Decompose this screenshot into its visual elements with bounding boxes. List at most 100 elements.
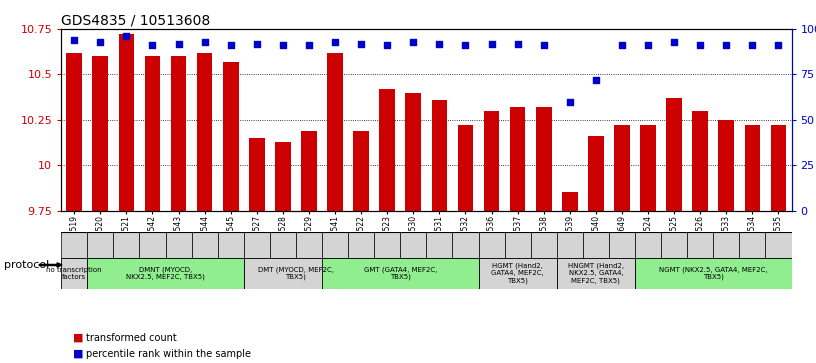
Bar (641, 125, 656, 211)
Bar (375, 232, 401, 258)
Bar (244, 232, 270, 258)
Text: ■: ■ (73, 333, 84, 343)
Point (589, 77, 602, 83)
Bar (770, 125, 787, 211)
Bar (61, 232, 87, 258)
Bar (223, 62, 238, 211)
Point (407, 39, 420, 45)
Bar (140, 232, 166, 258)
Text: HGMT (Hand2,
GATA4, MEF2C,
TBX5): HGMT (Hand2, GATA4, MEF2C, TBX5) (491, 262, 544, 284)
Point (329, 39, 342, 45)
Bar (530, 232, 557, 258)
Bar (693, 111, 708, 211)
Point (772, 42, 785, 48)
Bar (406, 93, 421, 211)
Bar (557, 258, 635, 289)
Bar (87, 258, 244, 289)
Text: GMT (GATA4, MEF2C,
TBX5): GMT (GATA4, MEF2C, TBX5) (364, 266, 437, 280)
Point (303, 42, 316, 48)
Bar (87, 232, 113, 258)
Bar (739, 232, 765, 258)
Point (355, 41, 368, 46)
Bar (478, 258, 557, 289)
Bar (66, 53, 82, 211)
Point (251, 41, 264, 46)
Text: no transcription
factors: no transcription factors (47, 266, 102, 280)
Bar (667, 98, 682, 211)
Bar (275, 142, 290, 211)
Bar (192, 232, 218, 258)
Point (381, 42, 394, 48)
Bar (478, 232, 504, 258)
Point (537, 42, 550, 48)
Text: transformed count: transformed count (86, 333, 176, 343)
Bar (144, 56, 160, 211)
Bar (661, 232, 687, 258)
Bar (536, 107, 552, 211)
Bar (379, 89, 395, 211)
Bar (687, 232, 713, 258)
Bar (765, 232, 792, 258)
Bar (322, 232, 348, 258)
Point (172, 41, 185, 46)
Bar (635, 258, 792, 289)
Text: DMT (MYOCD, MEF2C,
TBX5): DMT (MYOCD, MEF2C, TBX5) (258, 266, 334, 280)
Point (720, 42, 733, 48)
Point (641, 42, 654, 48)
Point (198, 39, 211, 45)
Bar (301, 131, 317, 211)
Bar (744, 125, 761, 211)
Bar (327, 53, 343, 211)
Bar (452, 232, 478, 258)
Text: NGMT (NKX2.5, GATA4, MEF2C,
TBX5): NGMT (NKX2.5, GATA4, MEF2C, TBX5) (659, 266, 768, 280)
Point (667, 39, 681, 45)
Bar (562, 192, 578, 211)
Bar (244, 258, 348, 289)
Text: percentile rank within the sample: percentile rank within the sample (86, 349, 251, 359)
Bar (92, 56, 109, 211)
Bar (557, 232, 583, 258)
Bar (118, 34, 134, 211)
Bar (249, 138, 264, 211)
Bar (614, 125, 630, 211)
Point (746, 42, 759, 48)
Bar (432, 100, 447, 211)
Bar (713, 232, 739, 258)
Bar (588, 136, 604, 211)
Point (432, 41, 446, 46)
Text: GDS4835 / 10513608: GDS4835 / 10513608 (61, 14, 211, 28)
Point (694, 42, 707, 48)
Bar (113, 232, 140, 258)
Bar (510, 107, 526, 211)
Point (459, 42, 472, 48)
Point (563, 99, 576, 105)
Bar (61, 258, 87, 289)
Bar (218, 232, 244, 258)
Point (146, 42, 159, 48)
Bar (609, 232, 635, 258)
Bar (322, 258, 478, 289)
Text: HNGMT (Hand2,
NKX2.5, GATA4,
MEF2C, TBX5): HNGMT (Hand2, NKX2.5, GATA4, MEF2C, TBX5… (568, 262, 624, 284)
Bar (635, 232, 661, 258)
Point (615, 42, 628, 48)
Point (277, 42, 290, 48)
Bar (458, 125, 473, 211)
Bar (353, 131, 369, 211)
Point (224, 42, 237, 48)
Text: DMNT (MYOCD,
NKX2.5, MEF2C, TBX5): DMNT (MYOCD, NKX2.5, MEF2C, TBX5) (126, 266, 205, 280)
Point (485, 41, 498, 46)
Bar (583, 232, 609, 258)
Point (120, 33, 133, 39)
Bar (426, 232, 452, 258)
Point (94, 39, 107, 45)
Bar (270, 232, 296, 258)
Bar (401, 232, 426, 258)
Point (511, 41, 524, 46)
Bar (504, 232, 530, 258)
Text: ■: ■ (73, 349, 84, 359)
Text: protocol: protocol (4, 260, 49, 270)
Point (68, 37, 81, 43)
Bar (166, 232, 192, 258)
Bar (171, 56, 186, 211)
Bar (197, 53, 212, 211)
